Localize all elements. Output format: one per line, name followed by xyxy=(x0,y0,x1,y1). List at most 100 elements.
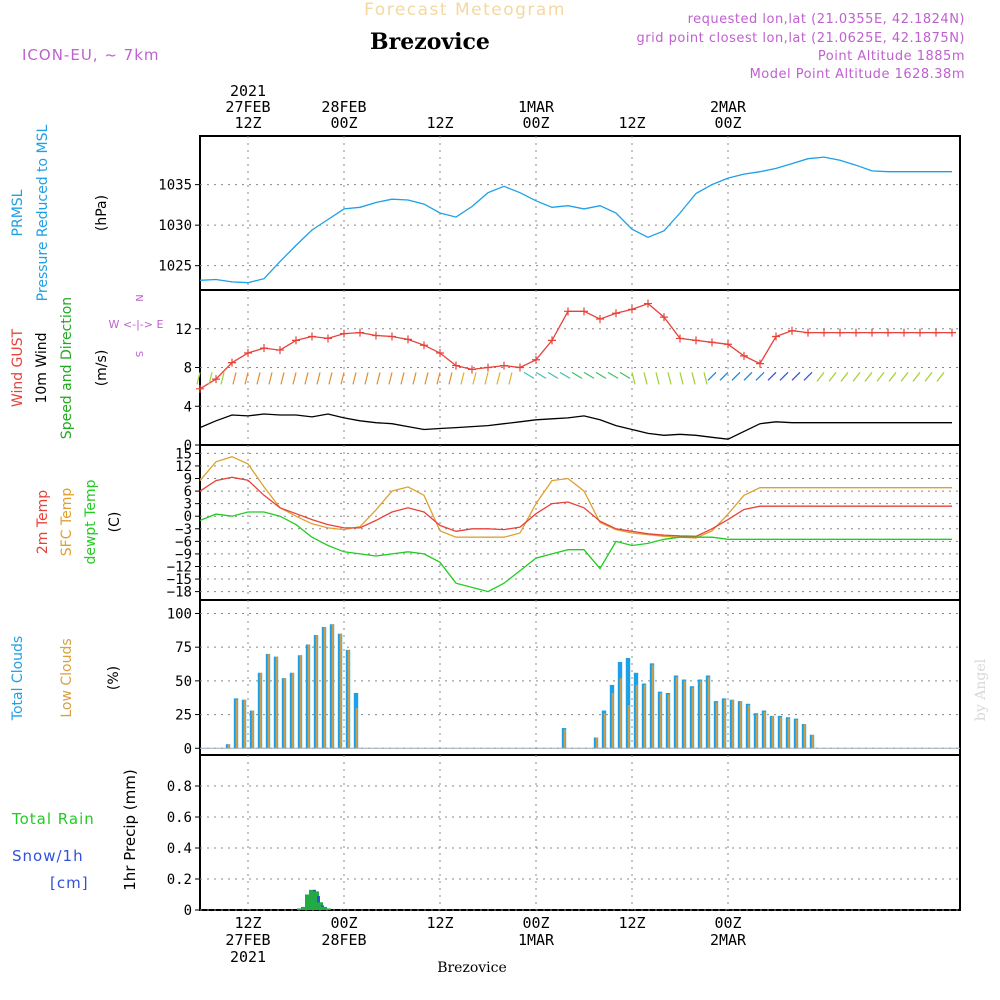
wind-direction-arrow xyxy=(571,371,583,379)
wind-direction-arrow xyxy=(888,371,897,382)
wind-direction-arrow xyxy=(280,372,285,385)
gust-marker xyxy=(868,328,876,337)
y-tick-label: 50 xyxy=(175,674,192,690)
label-wind-gust: Wind GUST xyxy=(10,328,26,407)
wind-direction-arrow xyxy=(508,372,513,385)
top-axis-label: 12Z xyxy=(618,114,645,132)
bar-low-clouds xyxy=(683,680,686,749)
y-tick-label: 0 xyxy=(184,741,192,757)
bar-low-clouds xyxy=(603,713,606,749)
wind-direction-arrow xyxy=(595,371,607,379)
gridpoint-coords: grid point closest lon,lat (21.0625E, 42… xyxy=(637,31,965,46)
y-tick-label: −15 xyxy=(167,572,192,588)
wind-direction-arrow xyxy=(840,371,849,382)
gust-marker xyxy=(292,336,300,345)
gust-marker xyxy=(740,351,748,360)
gust-marker xyxy=(484,363,492,372)
gust-marker xyxy=(708,338,716,347)
label-10m-wind: 10m Wind xyxy=(34,332,50,403)
wind-direction-arrow xyxy=(731,371,741,381)
y-tick-label: 0 xyxy=(184,509,192,525)
wind-direction-arrow xyxy=(864,371,873,382)
wind-direction-arrow xyxy=(583,371,595,379)
bar-low-clouds xyxy=(731,699,734,749)
bar-low-clouds xyxy=(307,644,310,749)
wind-direction-arrow xyxy=(316,372,321,385)
bar-low-clouds xyxy=(227,744,230,749)
wind-direction-arrow xyxy=(607,371,619,379)
y-tick-label: −6 xyxy=(175,534,192,550)
y-tick-label: 9 xyxy=(184,472,192,488)
gust-marker xyxy=(820,328,828,337)
chart-title: Forecast Meteogram xyxy=(364,0,566,20)
y-tick-label: 0.6 xyxy=(167,810,192,826)
wind-direction-arrow xyxy=(791,371,801,381)
wind-direction-arrow xyxy=(535,371,547,379)
wind-direction-arrow xyxy=(900,371,909,382)
bar-low-clouds xyxy=(811,734,814,749)
y-tick-label: 12 xyxy=(175,459,192,475)
bar-low-clouds xyxy=(707,676,710,749)
label-ms: (m/s) xyxy=(94,350,110,387)
wind-direction-arrow xyxy=(304,372,309,385)
gust-marker xyxy=(468,365,476,374)
bar-rain xyxy=(305,894,311,910)
y-tick-label: 1030 xyxy=(158,218,192,234)
gust-marker xyxy=(532,355,540,364)
panel-frame xyxy=(199,754,961,911)
panel-wind: 0 4 8 12 xyxy=(175,289,961,454)
bar-low-clouds xyxy=(595,737,598,749)
gust-marker xyxy=(724,340,732,349)
bar-low-clouds xyxy=(787,718,790,749)
bar-low-clouds xyxy=(235,699,238,749)
wind-direction-arrow xyxy=(460,372,465,385)
wind-direction-arrow xyxy=(472,372,477,385)
series-prmsl xyxy=(199,156,952,284)
top-axis-label: 12Z xyxy=(426,114,453,132)
wind-direction-arrow xyxy=(448,372,453,385)
bar-low-clouds xyxy=(627,705,630,749)
label-celsius: (C) xyxy=(107,512,123,533)
wind-direction-arrow xyxy=(328,372,333,385)
model-name: ICON-EU, ~ 7km xyxy=(22,46,160,64)
y-tick-label: 0.2 xyxy=(167,872,192,888)
gust-marker xyxy=(836,328,844,337)
wind-direction-arrow xyxy=(619,371,631,379)
label-sfc-temp: SFC Temp xyxy=(59,488,75,557)
wind-direction-arrow xyxy=(268,372,273,385)
wind-direction-arrow xyxy=(679,372,684,385)
point-altitude: Point Altitude 1885m xyxy=(818,49,965,64)
compass-we: W <-|-> E xyxy=(109,318,164,331)
top-axis-label: 00Z xyxy=(522,114,549,132)
gust-marker xyxy=(548,336,556,345)
bar-low-clouds xyxy=(619,678,622,749)
bar-low-clouds xyxy=(243,699,246,749)
gust-marker xyxy=(756,359,764,368)
bar-rain xyxy=(309,889,315,910)
series-sfc-temp xyxy=(199,456,952,539)
top-axis-label: 1MAR xyxy=(518,98,555,116)
y-tick-label: −9 xyxy=(175,547,192,563)
wind-direction-arrow xyxy=(803,371,813,381)
bar-low-clouds xyxy=(251,710,254,749)
bottom-axis-label: 27FEB xyxy=(225,931,270,949)
bottom-axis-label: 12Z xyxy=(618,914,645,932)
footer-location: Brezovice xyxy=(437,960,507,976)
label-dewpt-temp: dewpt Temp xyxy=(83,479,99,564)
bar-low-clouds xyxy=(643,684,646,749)
wind-direction-arrow xyxy=(400,372,405,385)
compass-north: N xyxy=(133,294,144,301)
label-low-clouds: Low Clouds xyxy=(59,638,75,717)
gust-marker xyxy=(212,375,220,384)
y-tick-label: 0 xyxy=(184,438,192,454)
label-2m-temp: 2m Temp xyxy=(35,490,51,554)
bar-low-clouds xyxy=(611,693,614,749)
wind-direction-arrow xyxy=(496,372,501,385)
label-cm: [cm] xyxy=(50,874,89,892)
gust-marker xyxy=(596,315,604,324)
gust-marker xyxy=(516,363,524,372)
y-tick-label: 100 xyxy=(167,606,192,622)
gust-marker xyxy=(788,326,796,335)
gust-marker xyxy=(404,335,412,344)
